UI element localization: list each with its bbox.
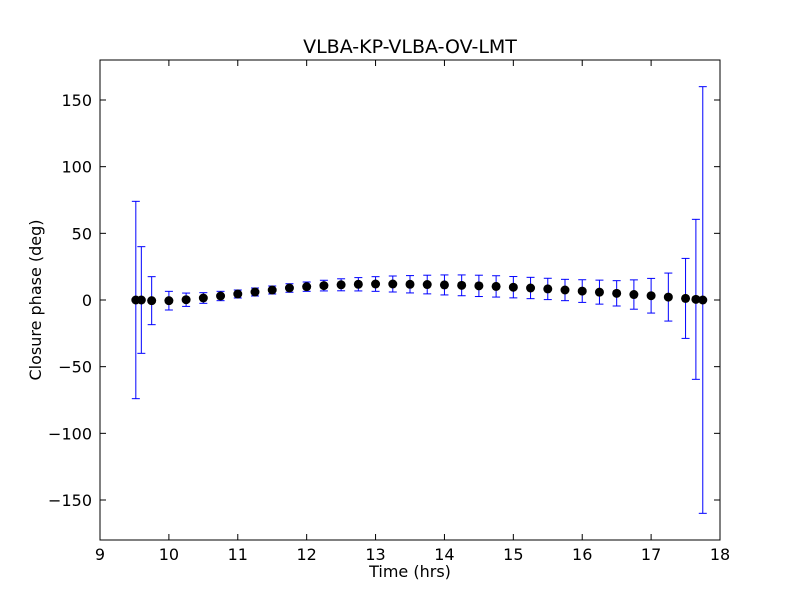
errorbar-layer — [131, 86, 707, 514]
y-tick-label: 150 — [61, 91, 92, 110]
data-point — [646, 291, 656, 301]
y-tick-label: 0 — [82, 291, 92, 310]
y-axis-label: Closure phase (deg) — [26, 219, 45, 380]
x-tick-label: 11 — [228, 545, 248, 564]
data-point — [164, 296, 174, 306]
data-point — [284, 283, 294, 293]
y-tick-label: −100 — [48, 424, 92, 443]
x-tick-label: 15 — [503, 545, 523, 564]
data-point — [388, 279, 398, 289]
x-tick-label: 12 — [296, 545, 316, 564]
data-point — [250, 287, 260, 297]
y-tick-label: −150 — [48, 491, 92, 510]
data-point — [353, 279, 363, 289]
x-tick-label: 10 — [159, 545, 179, 564]
point-layer — [131, 279, 708, 306]
data-point — [491, 281, 501, 291]
x-tick-label: 13 — [365, 545, 385, 564]
data-point — [543, 284, 553, 294]
data-point — [147, 296, 157, 306]
data-point — [216, 291, 226, 301]
data-point — [508, 282, 518, 292]
data-point — [267, 285, 277, 295]
y-tick-label: 50 — [72, 224, 92, 243]
data-point — [594, 287, 604, 297]
x-tick-label: 18 — [710, 545, 730, 564]
data-point — [233, 289, 243, 299]
data-point — [560, 285, 570, 295]
data-point — [577, 286, 587, 296]
y-tick-label: −50 — [58, 358, 92, 377]
data-point — [181, 295, 191, 305]
data-point — [302, 282, 312, 292]
data-point — [136, 295, 146, 305]
data-point — [198, 293, 208, 303]
x-tick-label: 9 — [95, 545, 105, 564]
data-point — [691, 294, 701, 304]
data-point — [698, 295, 708, 305]
plot-frame — [99, 59, 721, 541]
y-axis: −150 −100 −50 0 50 100 150 — [48, 91, 720, 510]
data-point — [681, 293, 691, 303]
data-point — [612, 288, 622, 298]
data-point — [439, 280, 449, 290]
data-point — [319, 281, 329, 291]
x-axis: 9 10 11 12 13 14 15 16 17 18 — [95, 60, 730, 564]
data-point — [663, 292, 673, 302]
data-point — [457, 280, 467, 290]
y-tick-label: 100 — [61, 158, 92, 177]
data-point — [629, 290, 639, 300]
data-point — [422, 280, 432, 290]
x-tick-label: 14 — [434, 545, 454, 564]
data-point — [371, 279, 381, 289]
data-point — [526, 283, 536, 293]
data-point — [474, 281, 484, 291]
data-point — [405, 279, 415, 289]
x-tick-label: 17 — [641, 545, 661, 564]
chart-title: VLBA-KP-VLBA-OV-LMT — [303, 36, 517, 58]
x-axis-label: Time (hrs) — [368, 562, 451, 581]
data-point — [336, 280, 346, 290]
x-tick-label: 16 — [572, 545, 592, 564]
